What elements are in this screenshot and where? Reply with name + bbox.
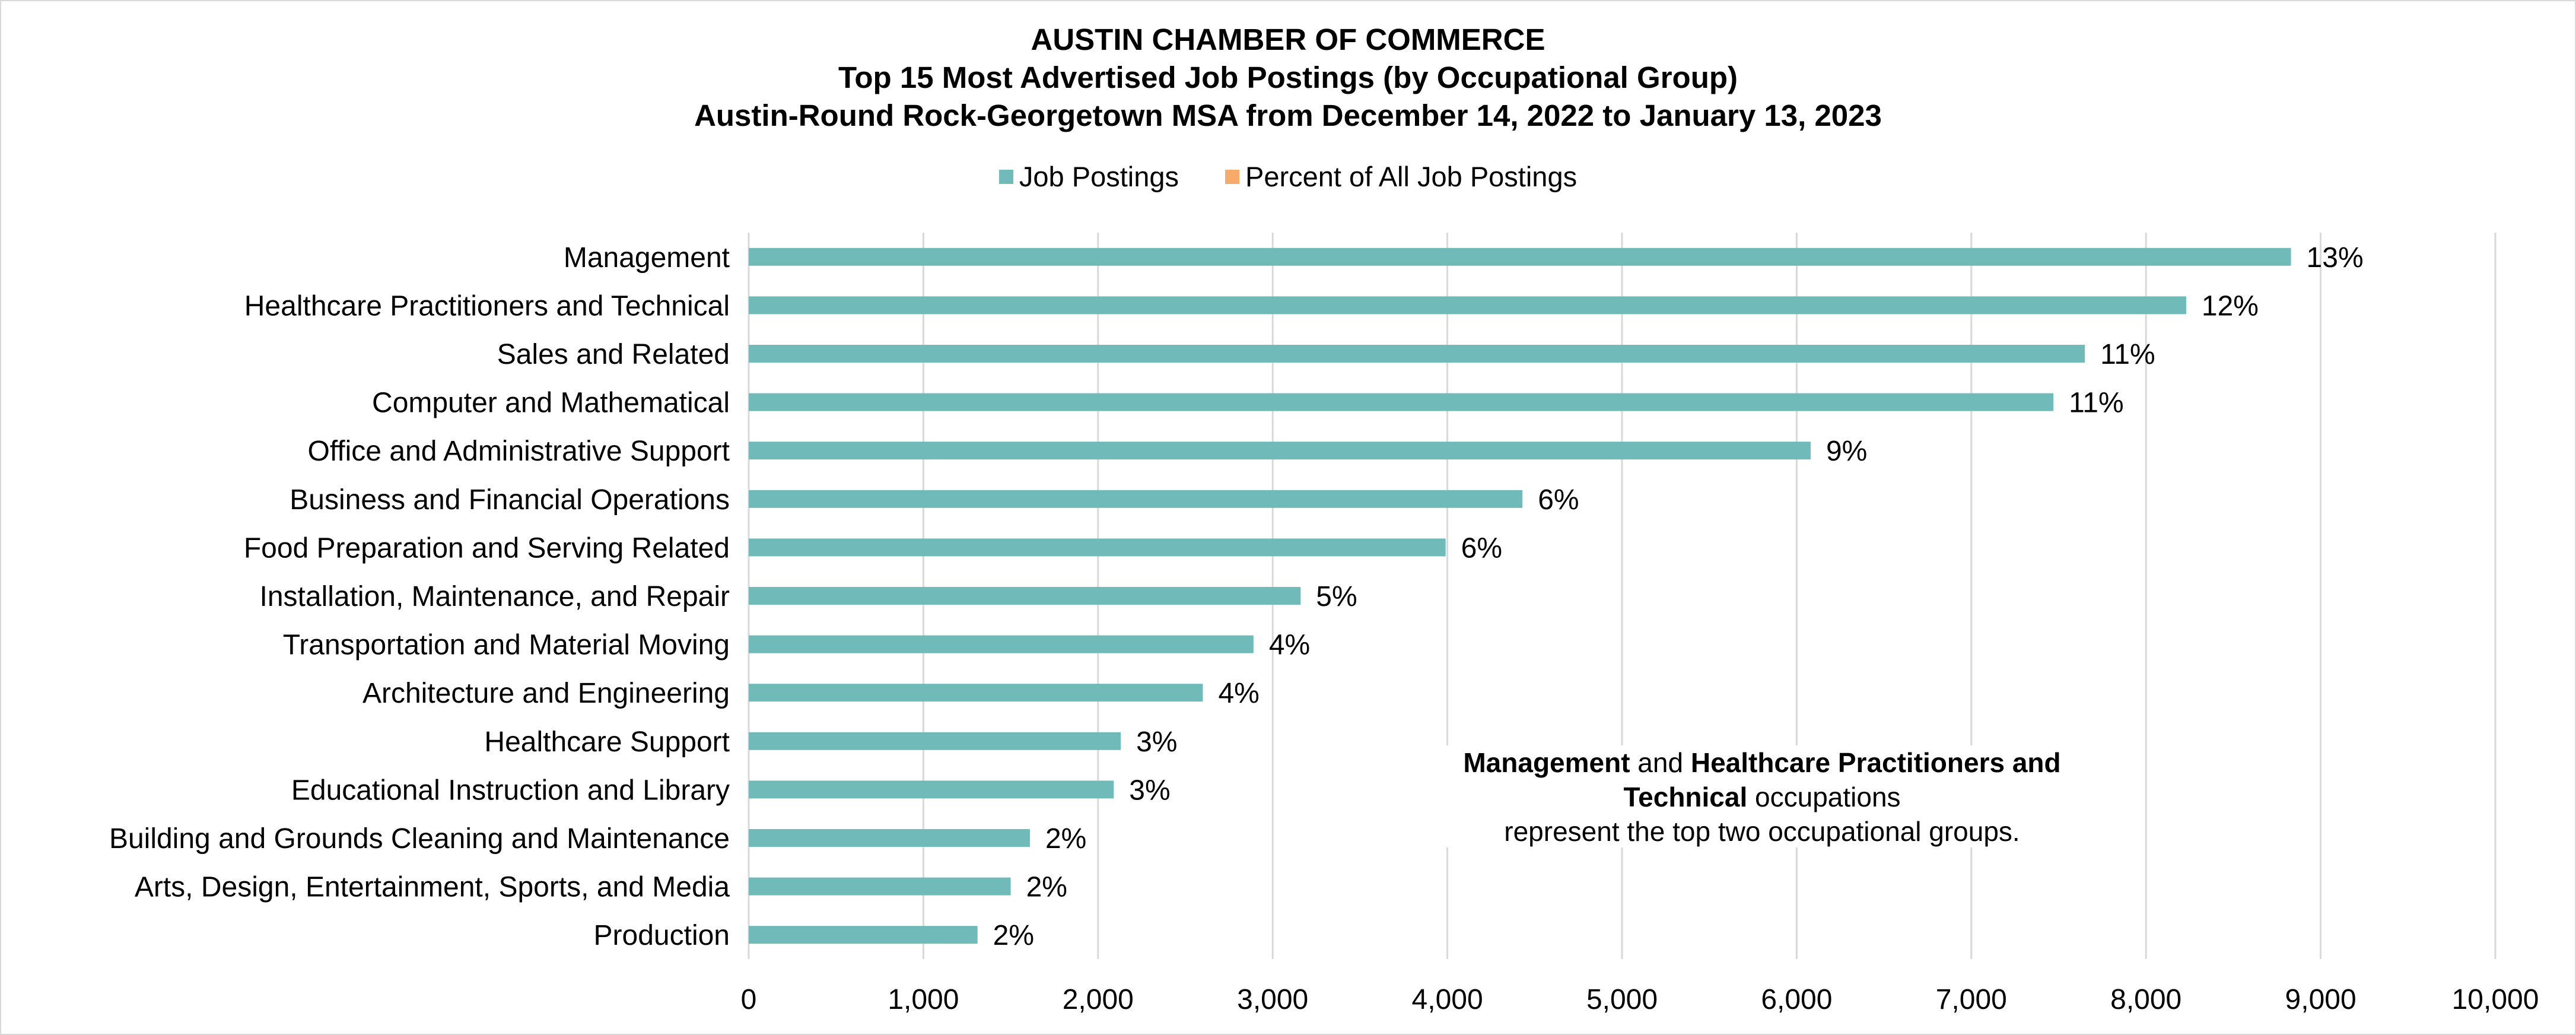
bar-job-postings[interactable] — [749, 345, 2085, 363]
y-category-label: Healthcare Support — [484, 726, 730, 758]
annotation-bold-management: Management — [1463, 747, 1630, 778]
annotation-text-and: and — [1630, 747, 1691, 778]
y-category-label: Educational Instruction and Library — [291, 774, 730, 806]
data-label-percent: 2% — [993, 920, 1034, 951]
y-category-label: Sales and Related — [497, 339, 730, 370]
bar-job-postings[interactable] — [749, 442, 1811, 460]
data-label-percent: 3% — [1129, 774, 1170, 806]
bar-job-postings[interactable] — [749, 490, 1523, 508]
data-label-percent: 13% — [2307, 242, 2364, 274]
legend-swatch-job-postings — [998, 169, 1013, 184]
data-label-percent: 4% — [1269, 630, 1310, 661]
legend-item-percent[interactable]: Percent of All Job Postings — [1225, 160, 1577, 193]
data-label-percent: 11% — [2069, 388, 2124, 419]
y-category-label: Business and Financial Operations — [290, 484, 730, 516]
y-category-label: Architecture and Engineering — [362, 678, 730, 709]
legend-item-job-postings[interactable]: Job Postings — [998, 160, 1179, 193]
bar-job-postings[interactable] — [749, 247, 2291, 266]
bar-job-postings[interactable] — [749, 296, 2186, 315]
data-label-percent: 12% — [2202, 290, 2259, 322]
annotation-line-1: Management and Healthcare Practitioners … — [1436, 745, 2088, 814]
chart-title-line-3: Austin-Round Rock-Georgetown MSA from De… — [694, 99, 1882, 132]
data-label-percent: 2% — [1045, 823, 1086, 855]
bar-job-postings[interactable] — [749, 538, 1446, 557]
x-tick-label: 3,000 — [1237, 984, 1308, 1015]
y-category-label: Transportation and Material Moving — [283, 630, 730, 661]
bar-job-postings[interactable] — [749, 732, 1121, 750]
y-category-label: Food Preparation and Serving Related — [244, 532, 730, 564]
bar-job-postings[interactable] — [749, 877, 1011, 896]
x-tick-label: 9,000 — [2285, 984, 2356, 1015]
bar-job-postings[interactable] — [749, 829, 1030, 847]
x-tick-label: 8,000 — [2110, 984, 2181, 1015]
x-tick-label: 1,000 — [888, 984, 959, 1015]
y-category-label: Computer and Mathematical — [372, 388, 730, 419]
y-category-label: Arts, Design, Entertainment, Sports, and… — [135, 872, 730, 903]
x-tick-label: 5,000 — [1586, 984, 1658, 1015]
bar-job-postings[interactable] — [749, 635, 1254, 653]
y-category-label: Office and Administrative Support — [308, 436, 730, 467]
x-tick-label: 6,000 — [1761, 984, 1832, 1015]
legend-swatch-percent — [1225, 169, 1239, 184]
y-category-label: Production — [594, 920, 730, 951]
bar-job-postings[interactable] — [749, 780, 1114, 799]
annotation-line-2: represent the top two occupational group… — [1504, 816, 2020, 847]
x-tick-label: 4,000 — [1412, 984, 1483, 1015]
chart-annotation: Management and Healthcare Practitioners … — [1436, 745, 2088, 847]
data-label-percent: 4% — [1218, 678, 1259, 709]
chart-title-line-1: AUSTIN CHAMBER OF COMMERCE — [1031, 23, 1545, 56]
bar-job-postings[interactable] — [749, 393, 2054, 411]
legend-label-job-postings: Job Postings — [1019, 161, 1179, 192]
bar-job-postings[interactable] — [749, 587, 1301, 605]
y-category-label: Installation, Maintenance, and Repair — [260, 581, 730, 612]
x-tick-label: 7,000 — [1936, 984, 2007, 1015]
x-tick-label: 2,000 — [1063, 984, 1134, 1015]
bar-job-postings[interactable] — [749, 684, 1203, 702]
data-label-percent: 6% — [1538, 484, 1579, 516]
legend-label-percent: Percent of All Job Postings — [1245, 161, 1578, 192]
data-label-percent: 5% — [1316, 581, 1357, 612]
data-label-percent: 6% — [1461, 532, 1502, 564]
y-category-label: Management — [564, 242, 730, 274]
y-category-label: Healthcare Practitioners and Technical — [244, 290, 730, 322]
chart-title-line-2: Top 15 Most Advertised Job Postings (by … — [838, 61, 1738, 94]
annotation-bold-healthcare: Healthcare Practitioners and Technical — [1623, 747, 2061, 812]
y-category-label: Building and Grounds Cleaning and Mainte… — [109, 823, 730, 855]
annotation-text-occupations: occupations — [1747, 782, 1901, 812]
x-tick-label: 10,000 — [2452, 984, 2539, 1015]
chart-legend: Job Postings Percent of All Job Postings — [0, 160, 2576, 193]
data-label-percent: 2% — [1026, 872, 1067, 903]
x-tick-label: 0 — [741, 984, 757, 1015]
bar-job-postings[interactable] — [749, 926, 978, 944]
data-label-percent: 9% — [1826, 436, 1867, 467]
data-label-percent: 3% — [1136, 726, 1177, 758]
data-label-percent: 11% — [2100, 339, 2155, 370]
